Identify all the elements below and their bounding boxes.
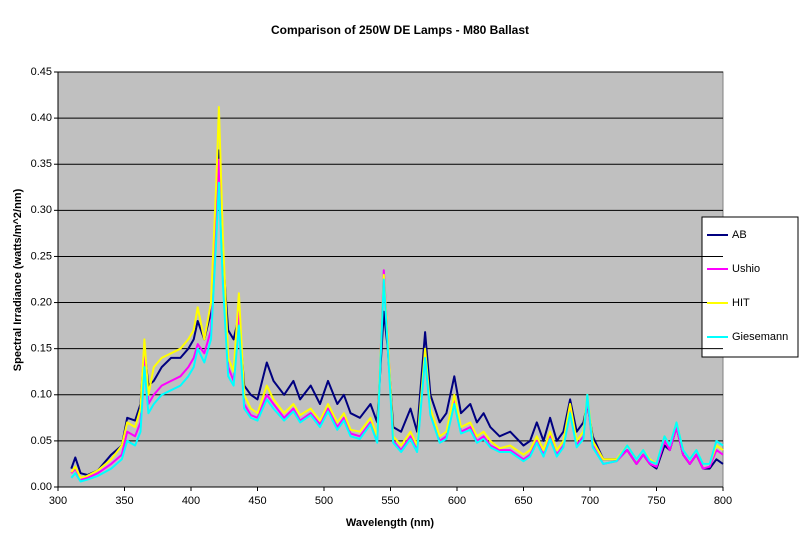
legend-label: Ushio <box>732 263 760 275</box>
x-tick-label: 350 <box>115 495 133 507</box>
series-line <box>70 181 724 483</box>
y-tick-label: 0.35 <box>31 158 52 170</box>
plot-area <box>57 71 724 488</box>
y-tick-label: 0.05 <box>31 435 52 447</box>
legend-label: Giesemann <box>732 331 788 343</box>
x-tick-label: 600 <box>448 495 466 507</box>
y-tick-label: 0.20 <box>31 296 52 308</box>
x-tick-label: 750 <box>647 495 665 507</box>
x-tick-label: 400 <box>182 495 200 507</box>
x-tick-label: 500 <box>315 495 333 507</box>
y-tick-label: 0.10 <box>31 389 52 401</box>
y-tick-label: 0.40 <box>31 112 52 124</box>
legend-label: AB <box>732 229 747 241</box>
legend <box>701 216 799 358</box>
x-tick-label: 450 <box>248 495 266 507</box>
y-tick-label: 0.45 <box>31 66 52 78</box>
x-tick-label: 300 <box>49 495 67 507</box>
x-tick-label: 550 <box>381 495 399 507</box>
y-axis-title: Spectral Irradiance (watts/m^2/nm) <box>12 188 24 371</box>
chart-title: Comparison of 250W DE Lamps - M80 Ballas… <box>271 23 529 37</box>
x-tick-label: 700 <box>581 495 599 507</box>
x-axis-title: Wavelength (nm) <box>346 517 435 529</box>
x-tick-label: 650 <box>514 495 532 507</box>
y-tick-label: 0.30 <box>31 204 52 216</box>
y-tick-label: 0.15 <box>31 343 52 355</box>
y-tick-label: 0.25 <box>31 250 52 262</box>
y-tick-label: 0.00 <box>31 481 52 493</box>
x-tick-label: 800 <box>714 495 732 507</box>
legend-label: HIT <box>732 297 750 309</box>
